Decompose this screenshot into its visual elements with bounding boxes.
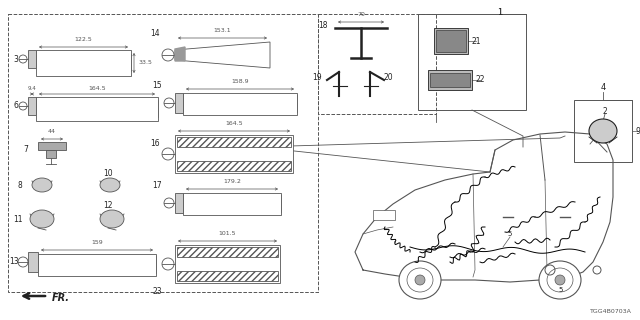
Text: TGG4B0703A: TGG4B0703A	[590, 309, 632, 314]
Text: 17: 17	[152, 180, 162, 189]
Text: 153.1: 153.1	[214, 28, 231, 33]
Ellipse shape	[589, 119, 617, 143]
Text: 70: 70	[357, 12, 365, 17]
Bar	[434, 28, 468, 54]
Polygon shape	[175, 47, 185, 61]
Text: 159: 159	[91, 240, 103, 245]
Bar	[418, 14, 526, 110]
Text: 8: 8	[18, 180, 22, 189]
Text: 1: 1	[497, 8, 502, 17]
Text: 12: 12	[103, 201, 113, 210]
Bar	[183, 93, 297, 115]
Text: FR.: FR.	[52, 293, 70, 303]
Bar	[428, 70, 472, 90]
Text: 164.5: 164.5	[225, 121, 243, 126]
Text: 122.5: 122.5	[75, 37, 92, 42]
Text: 158.9: 158.9	[231, 79, 249, 84]
Text: 5: 5	[508, 231, 512, 237]
Bar	[177, 137, 291, 147]
Bar	[373, 210, 395, 220]
Text: 13: 13	[9, 258, 19, 267]
Bar	[430, 73, 470, 87]
Text: 33.5: 33.5	[139, 60, 153, 66]
Text: 9: 9	[636, 126, 640, 135]
Bar	[46, 150, 56, 158]
Text: 18: 18	[318, 21, 328, 30]
Ellipse shape	[100, 210, 124, 228]
Bar	[36, 50, 131, 76]
Ellipse shape	[555, 275, 565, 285]
Text: 5: 5	[559, 287, 563, 293]
Text: 11: 11	[13, 214, 23, 223]
Text: 23: 23	[152, 286, 162, 295]
Text: 2: 2	[603, 108, 607, 116]
Bar	[177, 247, 278, 257]
Ellipse shape	[30, 210, 54, 228]
Bar	[318, 14, 436, 114]
Text: 7: 7	[24, 146, 28, 155]
Bar	[183, 193, 281, 215]
Text: 16: 16	[150, 140, 160, 148]
Text: 4: 4	[600, 83, 605, 92]
Text: 19: 19	[312, 74, 322, 83]
Ellipse shape	[415, 275, 425, 285]
Text: 3: 3	[13, 54, 19, 63]
Bar	[38, 142, 66, 150]
Bar	[175, 245, 280, 283]
Bar	[175, 193, 183, 213]
Bar	[436, 30, 466, 52]
Bar	[8, 14, 318, 292]
Text: 101.5: 101.5	[219, 231, 236, 236]
Ellipse shape	[32, 178, 52, 192]
Bar	[175, 135, 293, 173]
Ellipse shape	[539, 261, 581, 299]
Bar	[574, 100, 632, 162]
Ellipse shape	[547, 268, 573, 292]
Ellipse shape	[399, 261, 441, 299]
Text: 22: 22	[476, 76, 484, 84]
Text: 20: 20	[383, 74, 393, 83]
Bar	[175, 93, 183, 113]
Polygon shape	[175, 42, 270, 68]
Bar	[177, 271, 278, 281]
Ellipse shape	[100, 178, 120, 192]
Text: 10: 10	[103, 169, 113, 178]
Text: 14: 14	[150, 29, 160, 38]
Text: 9.4: 9.4	[28, 86, 36, 91]
Bar	[28, 252, 38, 272]
Bar	[36, 97, 158, 121]
Text: 21: 21	[471, 36, 481, 45]
Text: 6: 6	[13, 101, 19, 110]
Text: 44: 44	[48, 129, 56, 134]
Text: 15: 15	[152, 81, 162, 90]
Bar	[177, 161, 291, 171]
Ellipse shape	[407, 268, 433, 292]
Bar	[28, 50, 36, 68]
Text: 179.2: 179.2	[223, 179, 241, 184]
Bar	[38, 254, 156, 276]
Text: 164.5: 164.5	[88, 86, 106, 91]
Bar	[28, 97, 36, 115]
